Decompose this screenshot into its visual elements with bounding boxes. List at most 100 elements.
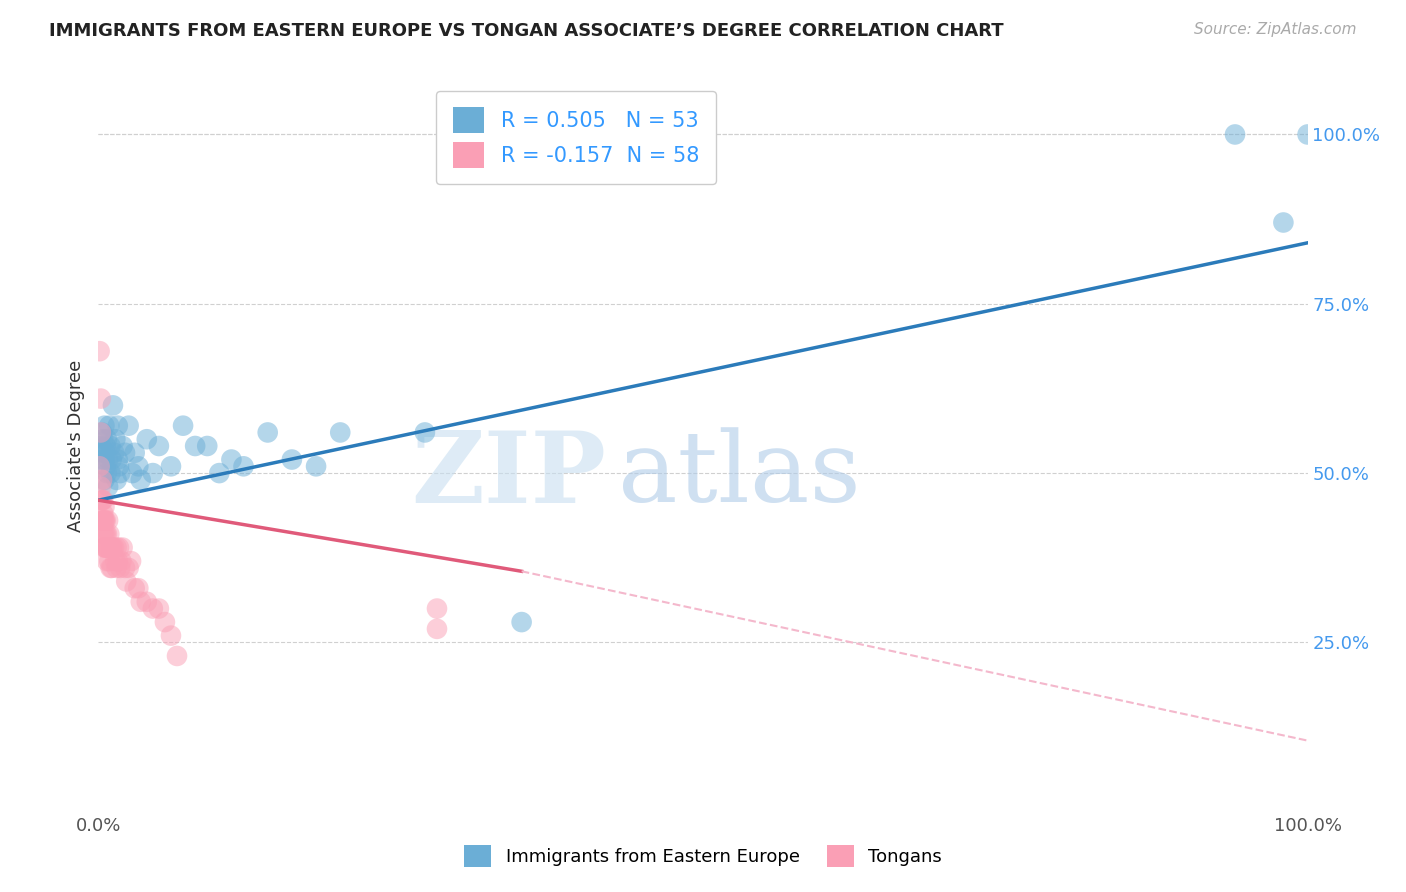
Point (124, 581, 146, 595)
Point (127, 581, 149, 595)
Point (127, 459, 149, 474)
Point (90, 392, 112, 406)
Point (96, 554, 118, 568)
Point (118, 561, 141, 575)
Point (93, 514, 115, 528)
Point (135, 595, 157, 609)
Point (90, 425, 112, 440)
Point (104, 432, 127, 446)
Point (91, 452, 114, 467)
Point (93, 514, 115, 528)
Point (118, 418, 141, 433)
Point (1272, 215, 1295, 229)
Text: ZIP: ZIP (412, 426, 606, 524)
Point (100, 541, 122, 555)
Text: atlas: atlas (619, 427, 860, 523)
Point (98, 527, 121, 541)
Point (105, 541, 128, 555)
Point (96, 541, 118, 555)
Point (91, 493, 114, 508)
Point (93, 527, 115, 541)
Point (1223, 128, 1246, 142)
Point (142, 466, 165, 480)
Point (97, 514, 120, 528)
Point (305, 459, 328, 474)
Point (124, 446, 146, 460)
Point (135, 432, 157, 446)
Point (426, 601, 449, 615)
Point (90, 480, 112, 494)
Point (107, 418, 129, 433)
Point (93, 541, 115, 555)
Point (114, 561, 136, 575)
Point (103, 541, 125, 555)
Point (172, 418, 194, 433)
Point (101, 398, 124, 412)
Point (100, 561, 122, 575)
Point (93, 418, 115, 433)
Point (148, 601, 170, 615)
Point (93, 452, 115, 467)
Point (94, 446, 117, 460)
Point (111, 541, 134, 555)
Point (121, 466, 143, 480)
Legend: R = 0.505   N = 53, R = -0.157  N = 58: R = 0.505 N = 53, R = -0.157 N = 58 (436, 91, 716, 185)
Point (94, 514, 117, 528)
Point (91, 493, 114, 508)
Point (115, 574, 138, 589)
Point (96, 527, 118, 541)
Point (108, 459, 131, 474)
Point (153, 615, 176, 629)
Point (90, 439, 112, 453)
Point (97, 541, 120, 555)
Point (184, 439, 207, 453)
Point (94, 439, 117, 453)
Point (94, 527, 117, 541)
Point (413, 425, 436, 440)
Point (97, 452, 120, 467)
Point (208, 466, 231, 480)
Point (96, 432, 118, 446)
Point (93, 500, 115, 514)
Legend: Immigrants from Eastern Europe, Tongans: Immigrants from Eastern Europe, Tongans (457, 838, 949, 874)
Point (120, 554, 142, 568)
Point (129, 595, 152, 609)
Point (256, 425, 278, 440)
Text: IMMIGRANTS FROM EASTERN EUROPE VS TONGAN ASSOCIATE’S DEGREE CORRELATION CHART: IMMIGRANTS FROM EASTERN EUROPE VS TONGAN… (49, 22, 1004, 40)
Point (98, 418, 121, 433)
Point (100, 561, 122, 575)
Point (91, 473, 114, 487)
Point (91, 514, 114, 528)
Point (91, 446, 114, 460)
Point (221, 452, 243, 467)
Point (281, 452, 304, 467)
Text: Source: ZipAtlas.com: Source: ZipAtlas.com (1194, 22, 1357, 37)
Point (100, 452, 122, 467)
Point (148, 439, 170, 453)
Point (93, 473, 115, 487)
Point (91, 514, 114, 528)
Point (108, 541, 131, 555)
Point (105, 561, 128, 575)
Point (91, 425, 114, 440)
Point (98, 554, 121, 568)
Point (232, 459, 254, 474)
Point (195, 439, 218, 453)
Point (129, 473, 152, 487)
Point (100, 541, 122, 555)
Point (107, 554, 129, 568)
Point (94, 541, 117, 555)
Point (91, 493, 114, 508)
Point (100, 466, 122, 480)
Point (91, 527, 114, 541)
Point (110, 554, 132, 568)
Point (100, 439, 122, 453)
Point (105, 473, 128, 487)
Point (104, 554, 127, 568)
Point (1296, 128, 1319, 142)
Point (89, 344, 111, 359)
Point (329, 425, 352, 440)
Point (108, 561, 131, 575)
Point (142, 601, 165, 615)
Point (94, 541, 117, 555)
